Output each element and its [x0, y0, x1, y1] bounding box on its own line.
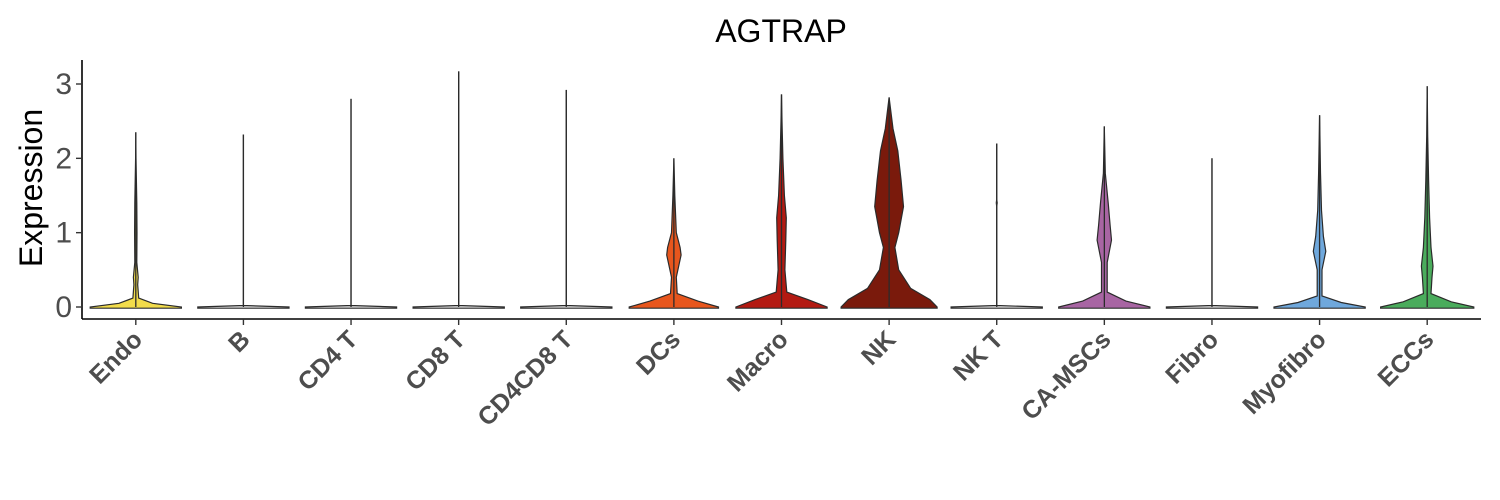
y-tick-label: 1: [55, 217, 72, 250]
x-tick-label: Endo: [84, 325, 148, 389]
y-tick-label: 2: [55, 142, 72, 175]
x-tick-label: Myofibro: [1237, 325, 1331, 419]
x-ticks: Endo B CD4 T CD8 T CD4CD8 T DCs Macro NK NK T CA-…: [84, 319, 1439, 432]
y-tick-label: 0: [55, 291, 72, 324]
x-tick-label: B: [223, 325, 256, 358]
x-tick-label: DCs: [631, 325, 686, 380]
x-tick-label: CD4CD8 T: [472, 325, 578, 431]
y-tick-label: 3: [55, 68, 72, 101]
x-tick-label: ECCs: [1372, 325, 1439, 392]
x-tick-label: CA-MSCs: [1016, 325, 1116, 425]
x-tick-label: Fibro: [1160, 325, 1224, 389]
violin-group: [89, 71, 1475, 309]
y-axis-label: Expression: [13, 109, 49, 267]
x-tick-label: NK: [856, 325, 901, 370]
y-ticks: 0 1 2 3: [55, 68, 82, 324]
x-tick-label: CD8 T: [400, 325, 471, 396]
chart-title: AGTRAP: [715, 13, 847, 49]
x-tick-label: NK T: [948, 325, 1009, 386]
x-tick-label: Macro: [722, 325, 794, 397]
x-tick-label: CD4 T: [292, 325, 363, 396]
